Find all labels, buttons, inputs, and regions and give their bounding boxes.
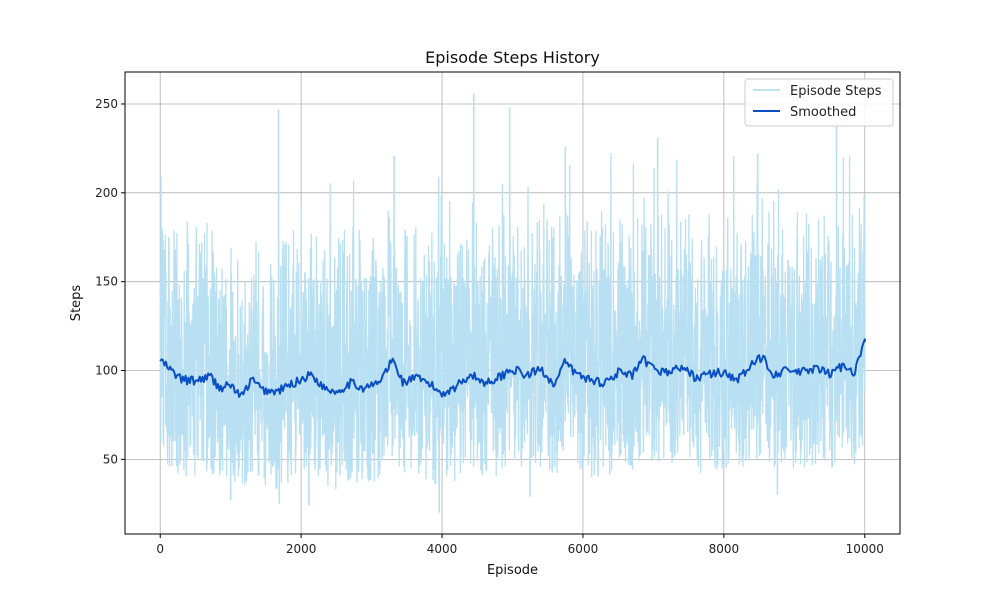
x-tick-label: 2000 [286, 542, 317, 556]
x-tick-label: 8000 [709, 542, 740, 556]
smoothed-series-group [159, 338, 866, 398]
x-tick-label: 6000 [568, 542, 599, 556]
legend-label-episode-steps: Episode Steps [790, 84, 882, 99]
x-tick-label: 10000 [846, 542, 884, 556]
y-tick-label: 150 [95, 275, 118, 289]
chart-title: Episode Steps History [425, 48, 600, 67]
legend: Episode Steps Smoothed [744, 78, 894, 127]
y-tick-label: 250 [95, 97, 118, 111]
ticks-group: 0 2000 4000 6000 8000 10000 50 100 150 200 250 [95, 97, 884, 556]
y-tick-label: 50 [103, 452, 118, 466]
raw-series-group [159, 93, 866, 513]
episode-steps-line [159, 152, 866, 490]
y-tick-label: 200 [95, 186, 118, 200]
x-tick-label: 0 [156, 542, 164, 556]
y-axis-label: Steps [69, 285, 84, 322]
y-tick-label: 100 [95, 364, 118, 378]
smoothed-line [159, 338, 866, 398]
x-axis-label: Episode [487, 563, 538, 578]
plot-frame [124, 71, 901, 535]
x-tick-label: 4000 [427, 542, 458, 556]
legend-box [744, 78, 894, 127]
legend-label-smoothed: Smoothed [790, 105, 856, 120]
